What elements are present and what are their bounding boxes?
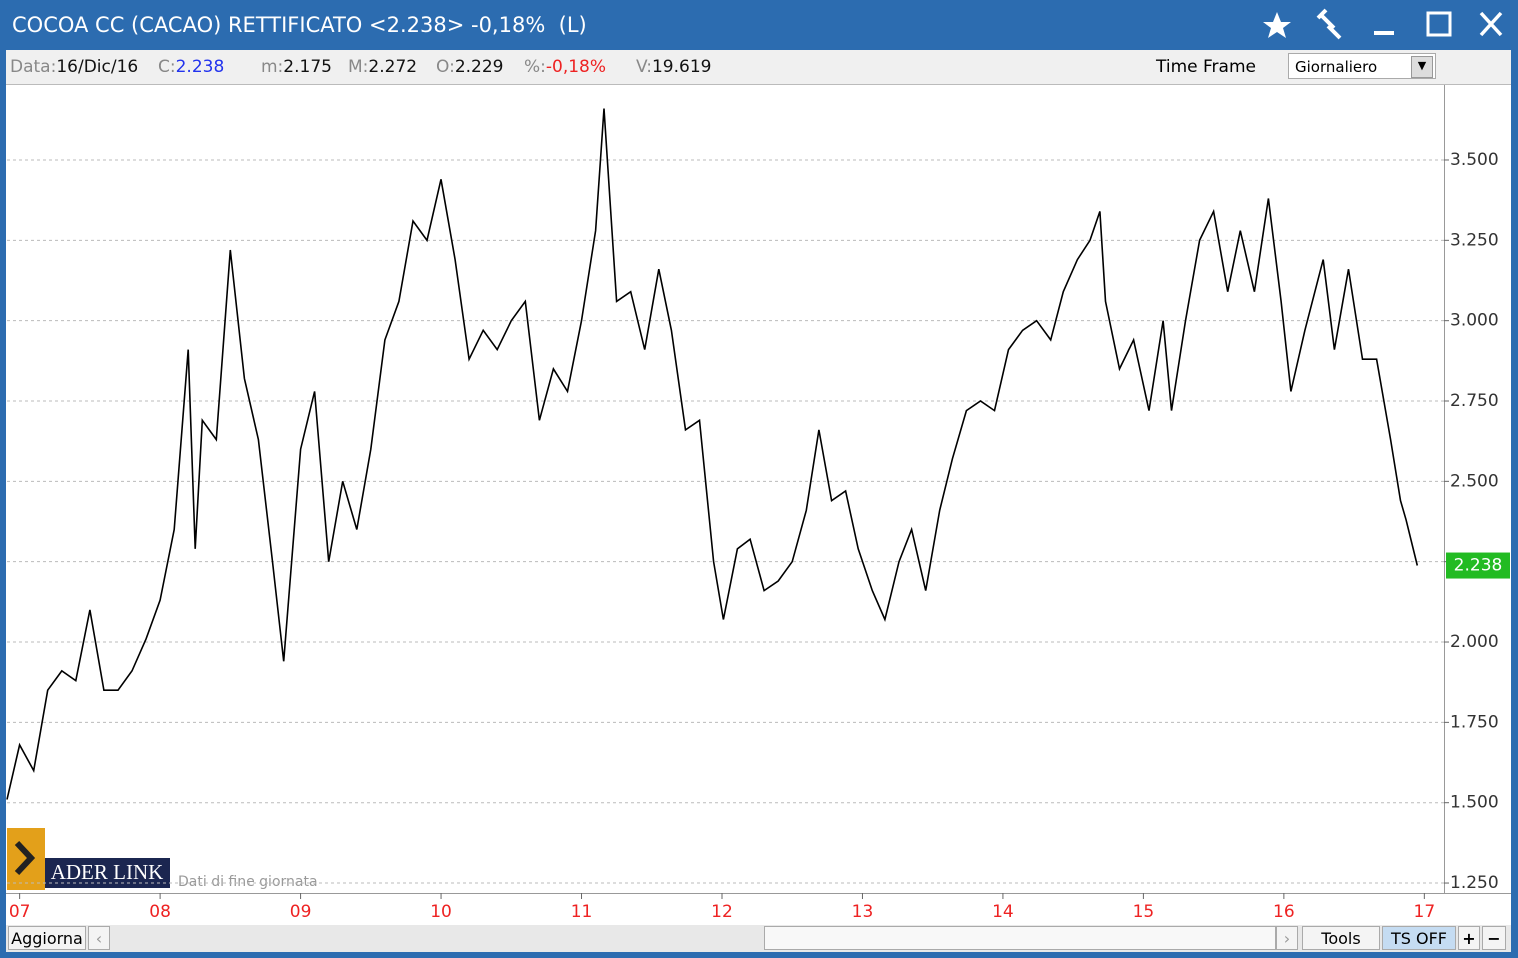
- tools-button[interactable]: Tools: [1302, 926, 1380, 950]
- last-value-badge: [1446, 552, 1510, 579]
- ts-button[interactable]: TS OFF: [1382, 926, 1456, 950]
- info-label: C:: [158, 57, 176, 77]
- title-bar: COCOA CC (CACAO) RETTIFICATO <2.238> -0,…: [0, 0, 1518, 50]
- info-field: m:2.175: [261, 57, 332, 77]
- minimize-button[interactable]: [1374, 31, 1394, 35]
- x-tick-label: 16: [1273, 902, 1295, 922]
- info-value: 2.175: [283, 57, 332, 77]
- y-tick-label: 3.500: [1450, 150, 1499, 170]
- x-tick-label: 07: [9, 902, 31, 922]
- y-tick-label: 3.000: [1450, 311, 1499, 331]
- x-tick-label: 11: [571, 902, 593, 922]
- x-tick-label: 15: [1133, 902, 1155, 922]
- watermark-note: Dati di fine giornata: [178, 874, 318, 890]
- info-field: C:2.238: [158, 57, 224, 77]
- y-tick-label: 1.500: [1450, 793, 1499, 813]
- refresh-button[interactable]: Aggiorna: [8, 926, 86, 950]
- info-field: V:19.619: [636, 57, 711, 77]
- zoom-in[interactable]: +: [1458, 926, 1480, 950]
- x-tick-label: 14: [992, 902, 1014, 922]
- scroll-right[interactable]: ›: [1276, 926, 1298, 950]
- info-value: 19.619: [651, 57, 712, 77]
- info-label: Data:: [10, 57, 57, 77]
- y-tick-label: 1.250: [1450, 873, 1499, 893]
- scrollbar[interactable]: [764, 926, 1276, 950]
- y-tick-label: 2.000: [1450, 632, 1499, 652]
- info-label: V:: [636, 57, 652, 77]
- price-line: [6, 108, 1419, 800]
- y-tick-label: 3.250: [1450, 230, 1499, 250]
- x-tick-label: 08: [149, 902, 171, 922]
- favorite-button[interactable]: [1263, 12, 1291, 38]
- zoom-out[interactable]: −: [1482, 926, 1506, 950]
- info-label: m:: [261, 57, 284, 77]
- time-frame-select[interactable]: Giornaliero ▼: [1288, 53, 1436, 79]
- info-label: M:: [348, 57, 369, 77]
- tools-button[interactable]: [1316, 8, 1342, 40]
- info-field: Data:16/Dic/16: [10, 57, 138, 77]
- info-value: -0,18%: [545, 57, 607, 77]
- window-controls: [1263, 8, 1503, 40]
- x-tick-label: 12: [711, 902, 733, 922]
- chart-background: [6, 85, 1511, 925]
- x-tick-label: 17: [1414, 902, 1436, 922]
- footer: Aggiorna ‹ › Tools TS OFF + −: [6, 925, 1511, 952]
- logo-chevron: [14, 840, 36, 876]
- x-tick-label: 13: [852, 902, 874, 922]
- y-tick-label: 2.500: [1450, 471, 1499, 491]
- time-frame-value: Giornaliero: [1295, 58, 1378, 76]
- info-field: M:2.272: [348, 57, 417, 77]
- window-title: COCOA CC (CACAO) RETTIFICATO <2.238> -0,…: [12, 13, 587, 37]
- info-field: O:2.229: [436, 57, 503, 77]
- info-value: 16/Dic/16: [56, 57, 139, 77]
- scroll-left[interactable]: ‹: [88, 926, 110, 950]
- time-frame-label: Time Frame: [1156, 57, 1256, 77]
- info-bar: Time Frame Giornaliero ▼ Data:16/Dic/16 C:…: [6, 50, 1511, 85]
- info-value: 2.238: [175, 57, 225, 77]
- info-value: 2.229: [454, 57, 504, 77]
- maximize-button[interactable]: [1426, 11, 1452, 37]
- y-tick-label: 1.750: [1450, 712, 1499, 732]
- logo-box: [45, 858, 170, 888]
- logo-text: ADER LINK: [51, 860, 164, 884]
- x-tick-label: 09: [290, 902, 312, 922]
- info-value: 2.272: [368, 57, 418, 77]
- last-value-label: 2.238: [1454, 556, 1503, 576]
- y-tick-label: 2.750: [1450, 391, 1499, 411]
- close-button[interactable]: [1479, 11, 1503, 37]
- info-label: %:: [524, 57, 546, 77]
- x-tick-label: 10: [430, 902, 452, 922]
- info-label: O:: [436, 57, 455, 77]
- info-field: %:-0,18%: [524, 57, 606, 77]
